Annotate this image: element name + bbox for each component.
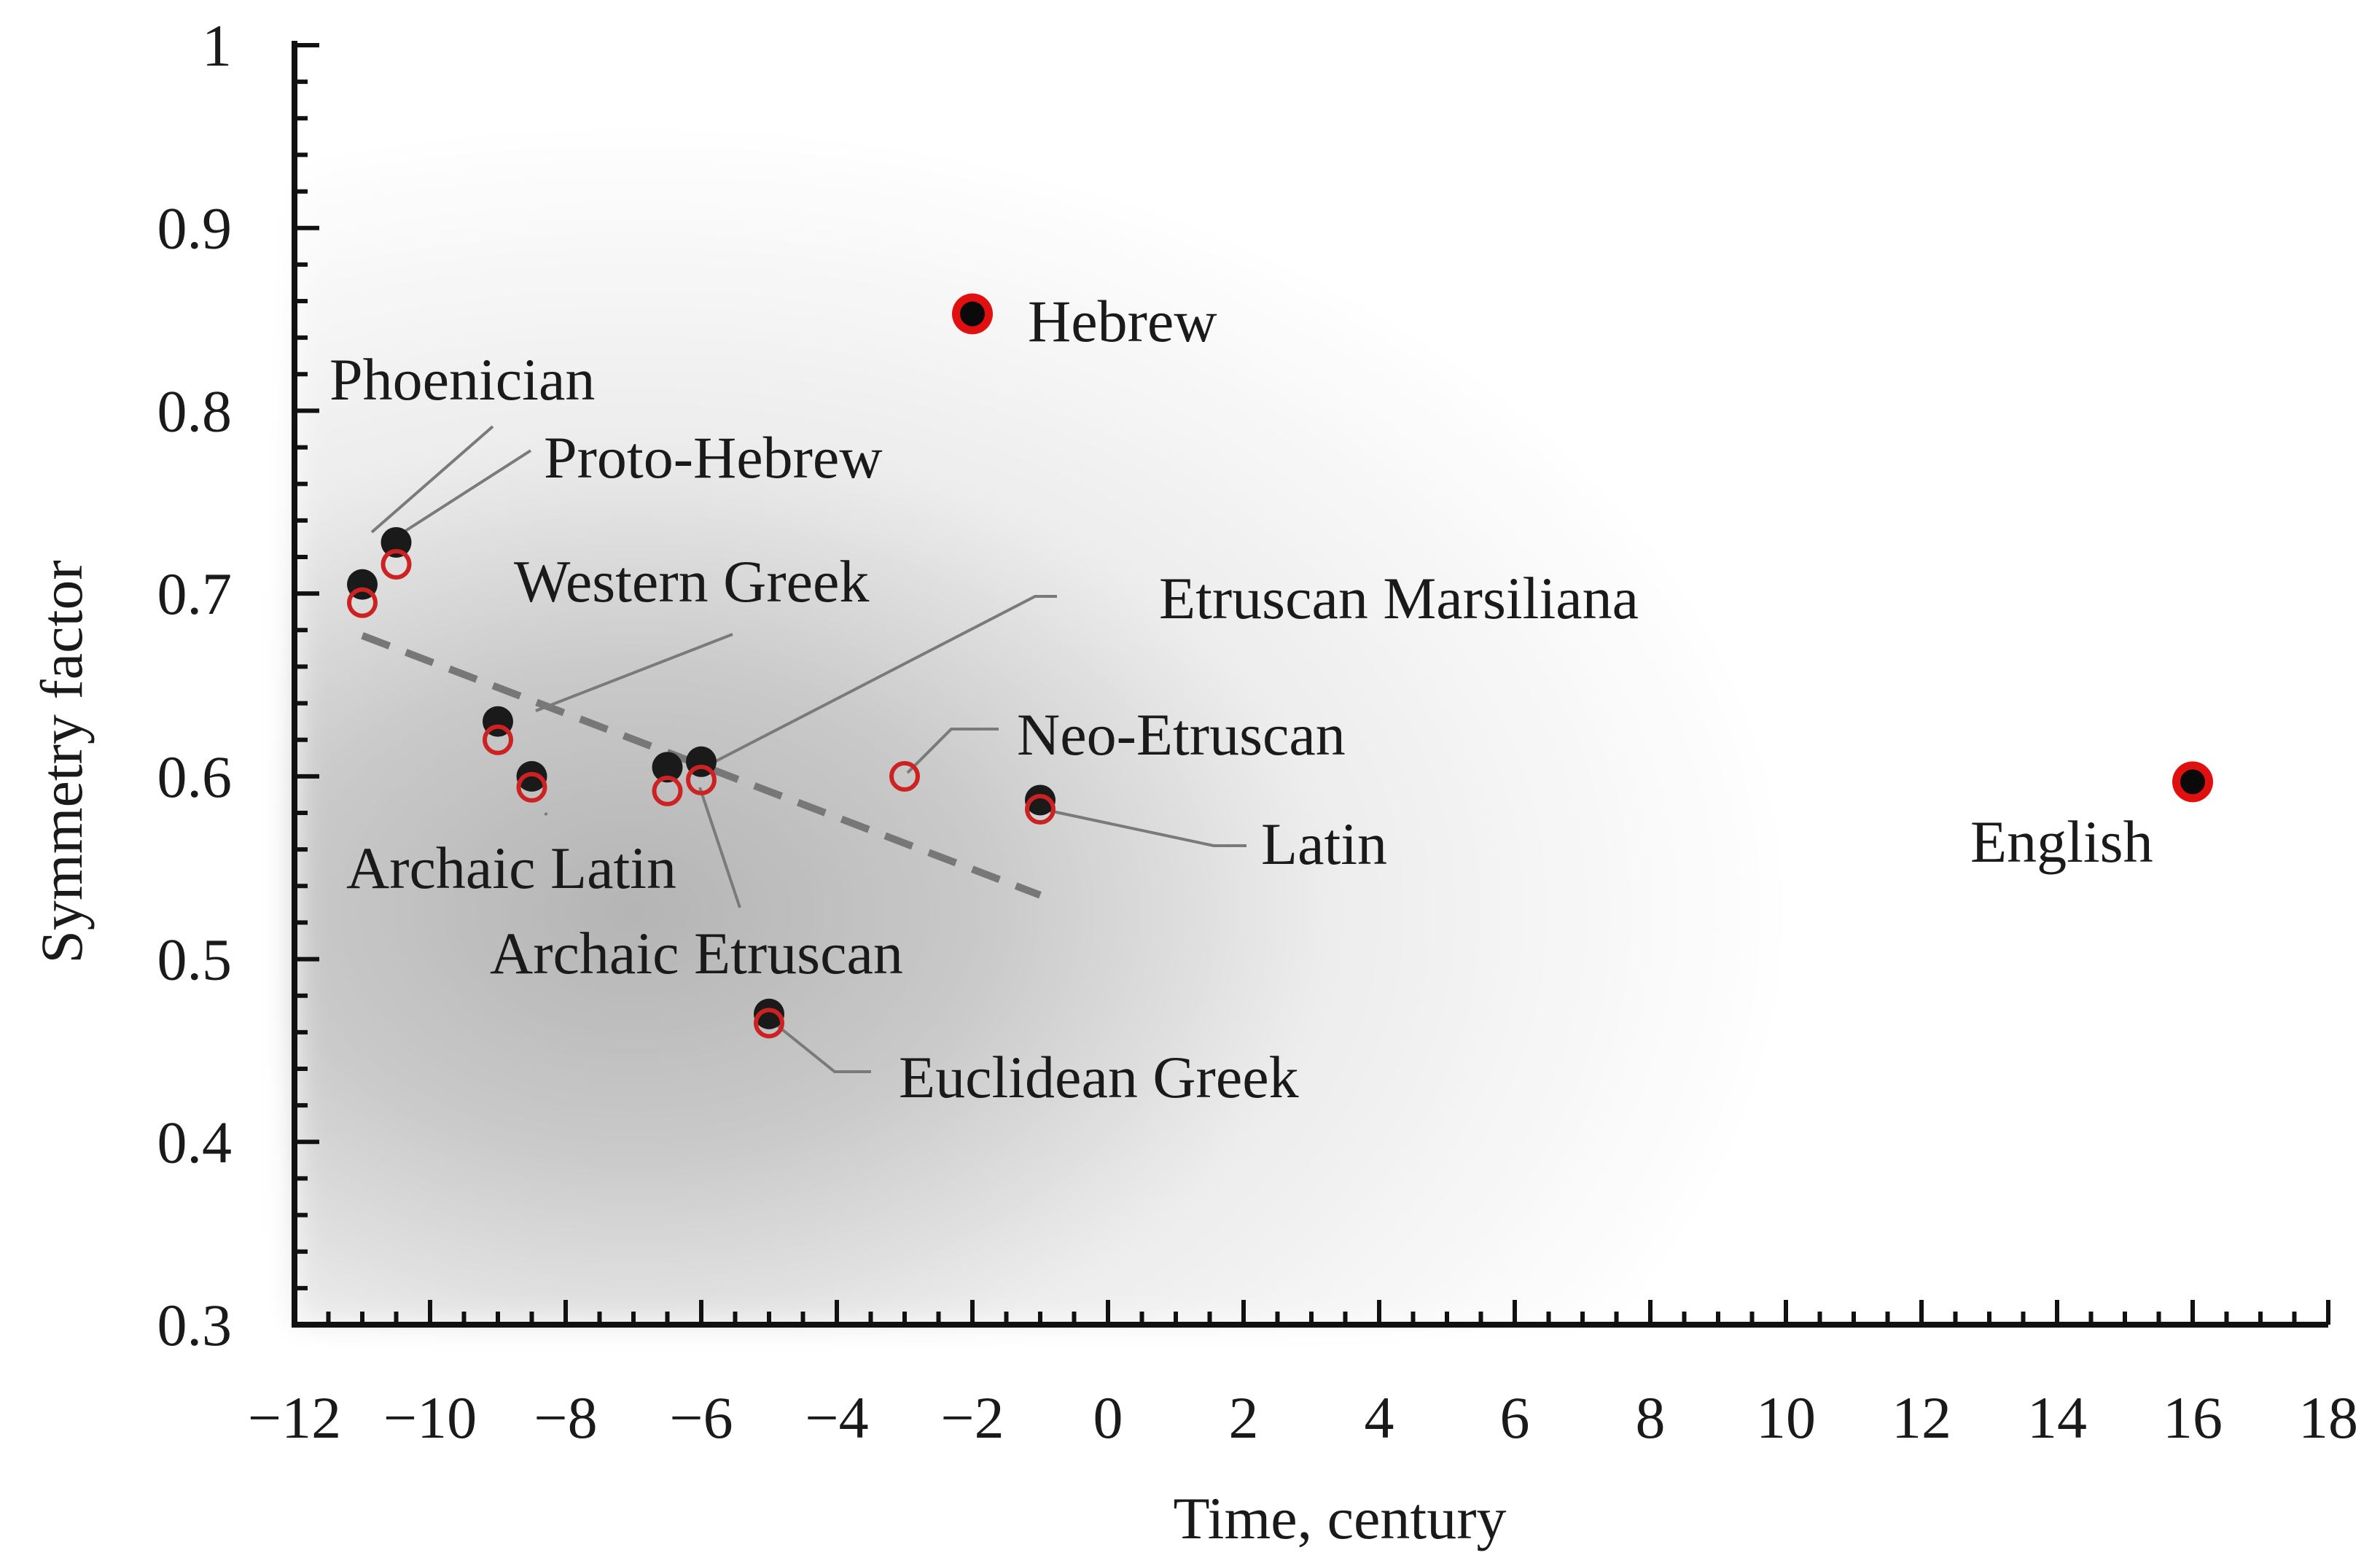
y-tick-label: 0.4 xyxy=(157,1109,233,1175)
leader-line xyxy=(770,1019,871,1073)
x-tick-label: −10 xyxy=(383,1384,477,1451)
leader-line xyxy=(698,787,741,908)
filled-point xyxy=(1025,784,1056,816)
x-tick-label: −2 xyxy=(940,1384,1004,1451)
x-tick-label: 4 xyxy=(1365,1384,1394,1451)
point-label: English xyxy=(1970,809,2153,875)
x-tick-label: 14 xyxy=(2027,1384,2087,1451)
annotation-leaders xyxy=(370,425,1246,1073)
filled-point xyxy=(381,526,412,558)
filled-point xyxy=(754,998,784,1029)
open-point xyxy=(889,760,920,792)
filled-point xyxy=(2180,769,2205,795)
x-tick-label: −6 xyxy=(669,1384,733,1451)
y-tick-label: 1 xyxy=(202,12,232,79)
point-label: Hebrew xyxy=(1028,288,1217,354)
open-point xyxy=(347,587,378,618)
open-point xyxy=(381,549,412,580)
x-axis-title: Time, century xyxy=(1173,1485,1506,1551)
y-tick-label: 0.9 xyxy=(157,195,233,262)
point-label: Phoenician xyxy=(329,346,595,413)
leader-line xyxy=(1042,808,1246,847)
filled-point xyxy=(652,752,683,783)
x-tick-label: 12 xyxy=(1892,1384,1951,1451)
point-label: Western Greek xyxy=(514,548,869,615)
x-tick-label: 6 xyxy=(1500,1384,1530,1451)
point-label: Latin xyxy=(1261,811,1387,877)
point-label: Proto-Hebrew xyxy=(544,424,883,491)
y-tick-label: 0.7 xyxy=(157,561,233,627)
y-tick-label: 0.3 xyxy=(157,1292,233,1358)
open-point xyxy=(516,771,547,803)
data-markers xyxy=(347,293,2213,1039)
x-tick-label: 8 xyxy=(1636,1384,1666,1451)
axes: −12 −10 −8 −6 −4 −2 0 2 4 6 8 10 12 14 16 18 0.3 0.4 0.5 0.… xyxy=(157,12,2359,1451)
x-tick-label: −4 xyxy=(805,1384,868,1451)
x-tick-label: −8 xyxy=(534,1384,597,1451)
y-tick-label: 0.6 xyxy=(157,744,233,810)
point-label: Etruscan Marsiliana xyxy=(1159,565,1639,631)
open-point xyxy=(754,1008,784,1039)
point-label: Archaic Etruscan xyxy=(490,920,903,986)
open-point xyxy=(652,775,683,806)
plot-background-shading xyxy=(294,45,2328,1325)
open-point xyxy=(1025,793,1056,825)
annotation-labels: Phoenician Proto-Hebrew Western Greek Etrus… xyxy=(329,288,2153,1110)
y-axis-title: Symmetry factor xyxy=(28,560,95,963)
x-tick-label: 2 xyxy=(1229,1384,1259,1451)
leader-line xyxy=(695,595,1057,773)
x-tick-label: 0 xyxy=(1093,1384,1123,1451)
leader-line xyxy=(370,425,494,534)
leader-line xyxy=(906,728,999,774)
leader-line xyxy=(385,449,532,545)
leader-line xyxy=(535,633,733,712)
y-tick-label: 0.8 xyxy=(157,378,233,444)
x-tick-label: 16 xyxy=(2163,1384,2223,1451)
point-label: Euclidean Greek xyxy=(899,1044,1299,1110)
open-point xyxy=(686,764,717,795)
x-tick-label: −12 xyxy=(248,1384,341,1451)
trend-line-dashed xyxy=(361,632,1042,899)
leader-line xyxy=(544,811,548,817)
trend-line xyxy=(361,632,1042,899)
point-label: Archaic Latin xyxy=(346,835,676,901)
x-tick-label: 10 xyxy=(1756,1384,1816,1451)
y-tick-label: 0.5 xyxy=(157,927,233,993)
open-point xyxy=(483,724,513,755)
x-tick-label: 18 xyxy=(2298,1384,2358,1451)
point-label: Neo-Etruscan xyxy=(1017,701,1346,768)
filled-point xyxy=(960,301,985,327)
